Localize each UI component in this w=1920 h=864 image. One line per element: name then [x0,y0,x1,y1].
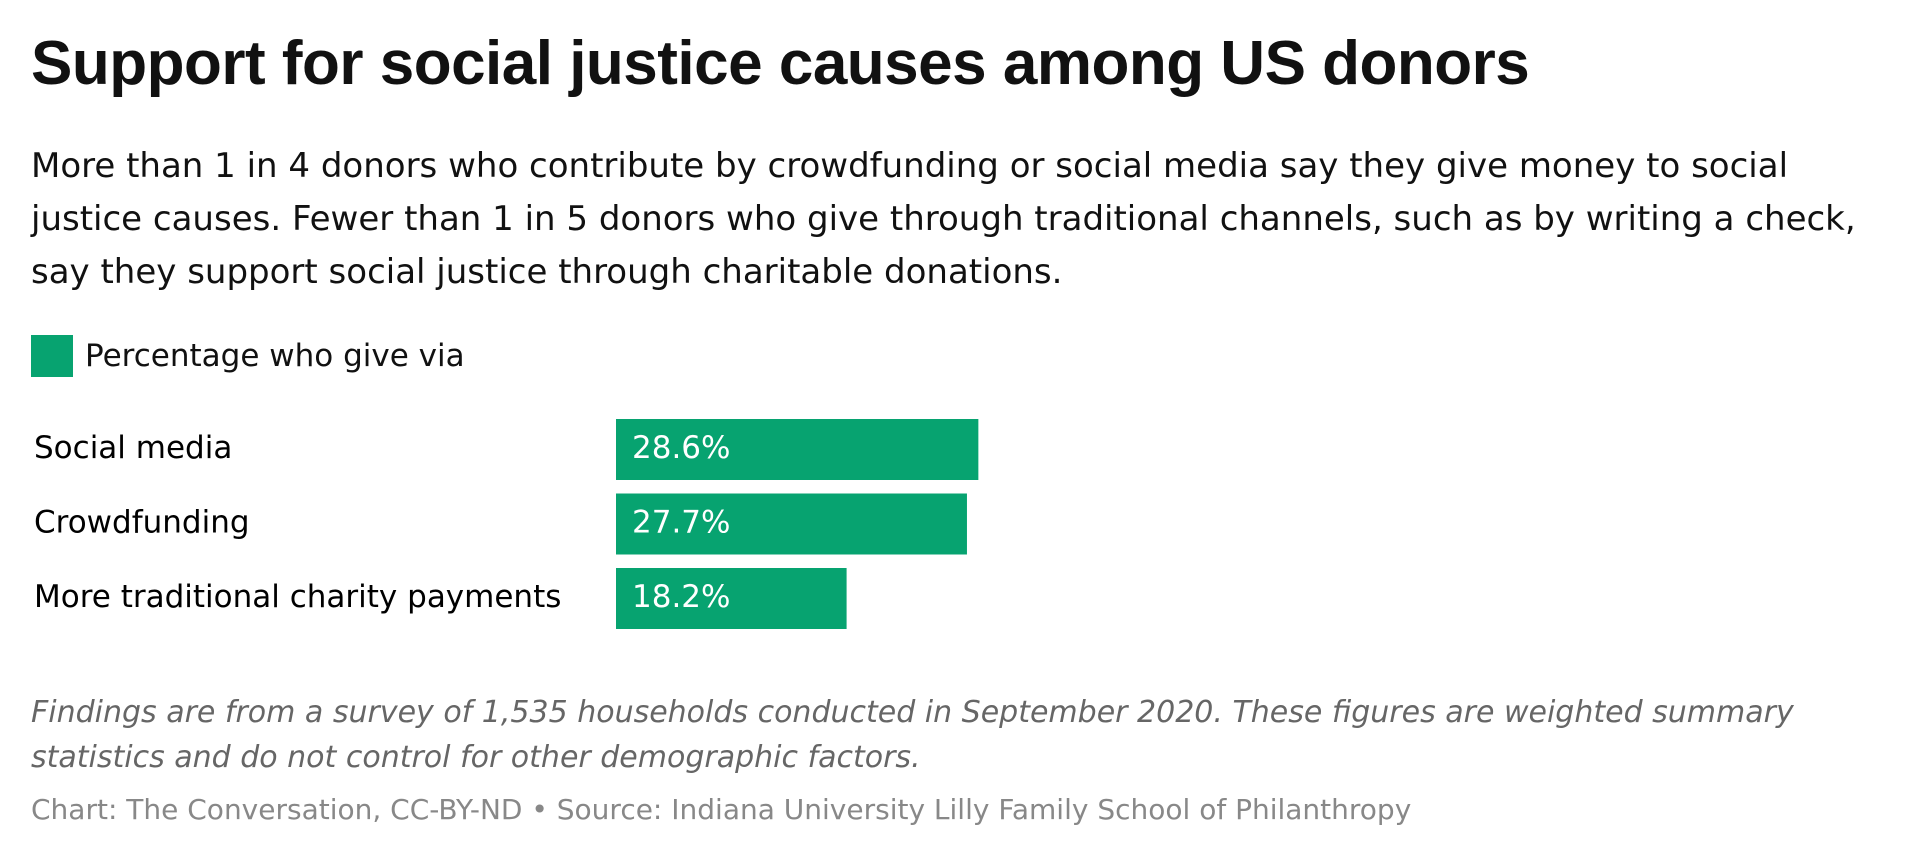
legend: Percentage who give via [31,335,465,377]
value-label: 28.6% [632,430,730,466]
value-label: 27.7% [632,505,730,541]
bar [616,419,979,480]
footnote: Findings are from a survey of 1,535 hous… [31,695,1794,775]
chart-subtitle: More than 1 in 4 donors who contribute b… [31,146,1856,292]
bar [616,493,967,555]
category-label: Social media [34,430,232,466]
legend-swatch [31,335,73,377]
category-label: Crowdfunding [34,505,250,541]
bar [616,568,847,629]
bar-area: Social media 28.6% Crowdfunding 27.7% More t… [34,419,979,629]
source: Chart: The Conversation, CC-BY-ND • Sour… [31,793,1412,826]
value-label: 18.2% [632,579,730,615]
category-label: More traditional charity payments [34,579,561,615]
chart-title: Support for social justice causes among … [31,29,1530,98]
legend-label: Percentage who give via [85,338,465,374]
